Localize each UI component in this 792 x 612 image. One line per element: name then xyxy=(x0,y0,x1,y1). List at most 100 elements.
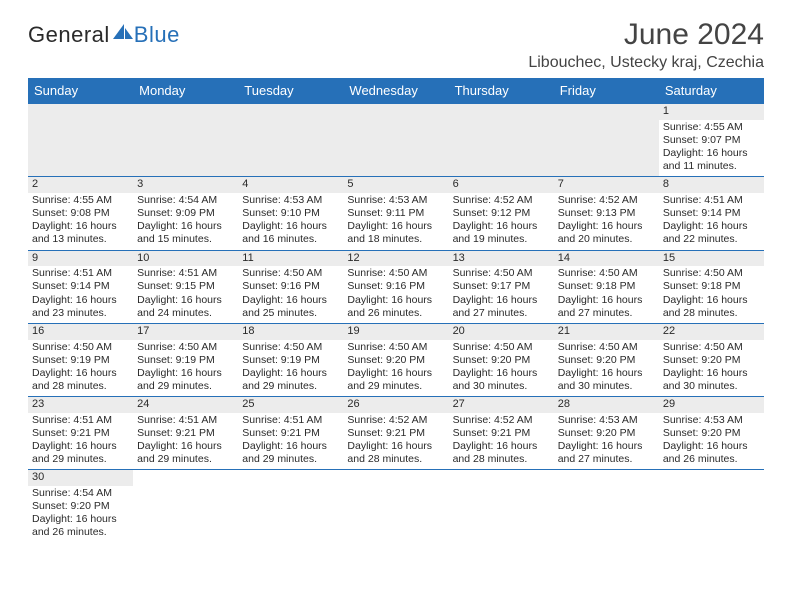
calendar-day: 11Sunrise: 4:50 AMSunset: 9:16 PMDayligh… xyxy=(238,250,343,323)
calendar-day: 3Sunrise: 4:54 AMSunset: 9:09 PMDaylight… xyxy=(133,177,238,250)
daylight-text: Daylight: 16 hours xyxy=(347,440,444,453)
daylight-text: and 30 minutes. xyxy=(663,380,760,393)
sunset-text: Sunset: 9:21 PM xyxy=(347,427,444,440)
calendar-day: 28Sunrise: 4:53 AMSunset: 9:20 PMDayligh… xyxy=(554,397,659,470)
day-number: 12 xyxy=(343,251,448,267)
daylight-text: and 13 minutes. xyxy=(32,233,129,246)
calendar-head: SundayMondayTuesdayWednesdayThursdayFrid… xyxy=(28,78,764,104)
daylight-text: Daylight: 16 hours xyxy=(242,294,339,307)
daylight-text: Daylight: 16 hours xyxy=(663,220,760,233)
sunrise-text: Sunrise: 4:50 AM xyxy=(137,341,234,354)
day-number: 25 xyxy=(238,397,343,413)
day-number: 10 xyxy=(133,251,238,267)
daylight-text: Daylight: 16 hours xyxy=(558,220,655,233)
day-number: 9 xyxy=(28,251,133,267)
calendar-week: 2Sunrise: 4:55 AMSunset: 9:08 PMDaylight… xyxy=(28,177,764,250)
calendar-day: 8Sunrise: 4:51 AMSunset: 9:14 PMDaylight… xyxy=(659,177,764,250)
day-number: 16 xyxy=(28,324,133,340)
calendar-day: 12Sunrise: 4:50 AMSunset: 9:16 PMDayligh… xyxy=(343,250,448,323)
day-header: Friday xyxy=(554,78,659,104)
daylight-text: Daylight: 16 hours xyxy=(137,220,234,233)
sunrise-text: Sunrise: 4:50 AM xyxy=(558,267,655,280)
calendar-empty xyxy=(554,470,659,543)
daylight-text: Daylight: 16 hours xyxy=(663,440,760,453)
sunrise-text: Sunrise: 4:52 AM xyxy=(558,194,655,207)
daylight-text: Daylight: 16 hours xyxy=(558,294,655,307)
day-header: Saturday xyxy=(659,78,764,104)
calendar-day: 6Sunrise: 4:52 AMSunset: 9:12 PMDaylight… xyxy=(449,177,554,250)
sunrise-text: Sunrise: 4:51 AM xyxy=(137,267,234,280)
logo-text-general: General xyxy=(28,22,110,48)
daylight-text: and 27 minutes. xyxy=(453,307,550,320)
daylight-text: and 16 minutes. xyxy=(242,233,339,246)
day-number: 30 xyxy=(28,470,133,486)
daylight-text: and 30 minutes. xyxy=(558,380,655,393)
calendar-empty xyxy=(133,104,238,177)
daylight-text: and 29 minutes. xyxy=(242,380,339,393)
sunset-text: Sunset: 9:19 PM xyxy=(32,354,129,367)
sunrise-text: Sunrise: 4:51 AM xyxy=(32,414,129,427)
daylight-text: Daylight: 16 hours xyxy=(663,294,760,307)
daylight-text: Daylight: 16 hours xyxy=(453,294,550,307)
daylight-text: Daylight: 16 hours xyxy=(242,220,339,233)
sunrise-text: Sunrise: 4:55 AM xyxy=(32,194,129,207)
day-number: 20 xyxy=(449,324,554,340)
daylight-text: Daylight: 16 hours xyxy=(242,367,339,380)
calendar-week: 30Sunrise: 4:54 AMSunset: 9:20 PMDayligh… xyxy=(28,470,764,543)
daylight-text: and 22 minutes. xyxy=(663,233,760,246)
daylight-text: Daylight: 16 hours xyxy=(453,440,550,453)
sunset-text: Sunset: 9:21 PM xyxy=(32,427,129,440)
sunset-text: Sunset: 9:21 PM xyxy=(137,427,234,440)
day-number: 18 xyxy=(238,324,343,340)
header: General Blue June 2024 Libouchec, Usteck… xyxy=(28,18,764,72)
calendar-day: 23Sunrise: 4:51 AMSunset: 9:21 PMDayligh… xyxy=(28,397,133,470)
calendar-empty xyxy=(554,104,659,177)
calendar-day: 13Sunrise: 4:50 AMSunset: 9:17 PMDayligh… xyxy=(449,250,554,323)
daylight-text: Daylight: 16 hours xyxy=(32,440,129,453)
calendar-week: 16Sunrise: 4:50 AMSunset: 9:19 PMDayligh… xyxy=(28,323,764,396)
day-number: 3 xyxy=(133,177,238,193)
day-number: 6 xyxy=(449,177,554,193)
daylight-text: Daylight: 16 hours xyxy=(137,367,234,380)
sunset-text: Sunset: 9:18 PM xyxy=(558,280,655,293)
day-number: 1 xyxy=(659,104,764,120)
title-block: June 2024 Libouchec, Ustecky kraj, Czech… xyxy=(528,18,764,72)
sunrise-text: Sunrise: 4:50 AM xyxy=(347,341,444,354)
sunrise-text: Sunrise: 4:50 AM xyxy=(663,341,760,354)
calendar-empty xyxy=(343,470,448,543)
sunset-text: Sunset: 9:13 PM xyxy=(558,207,655,220)
calendar-day: 1Sunrise: 4:55 AMSunset: 9:07 PMDaylight… xyxy=(659,104,764,177)
sunset-text: Sunset: 9:12 PM xyxy=(453,207,550,220)
sunrise-text: Sunrise: 4:53 AM xyxy=(663,414,760,427)
sunset-text: Sunset: 9:19 PM xyxy=(137,354,234,367)
day-number: 22 xyxy=(659,324,764,340)
sunrise-text: Sunrise: 4:52 AM xyxy=(453,194,550,207)
daylight-text: Daylight: 16 hours xyxy=(663,147,760,160)
sunrise-text: Sunrise: 4:50 AM xyxy=(663,267,760,280)
calendar-empty xyxy=(238,470,343,543)
calendar-empty xyxy=(28,104,133,177)
daylight-text: and 28 minutes. xyxy=(453,453,550,466)
day-number: 19 xyxy=(343,324,448,340)
calendar-body: 1Sunrise: 4:55 AMSunset: 9:07 PMDaylight… xyxy=(28,104,764,543)
sunrise-text: Sunrise: 4:51 AM xyxy=(137,414,234,427)
sunrise-text: Sunrise: 4:53 AM xyxy=(558,414,655,427)
calendar-day: 24Sunrise: 4:51 AMSunset: 9:21 PMDayligh… xyxy=(133,397,238,470)
calendar-day: 29Sunrise: 4:53 AMSunset: 9:20 PMDayligh… xyxy=(659,397,764,470)
sunrise-text: Sunrise: 4:50 AM xyxy=(347,267,444,280)
daylight-text: and 26 minutes. xyxy=(663,453,760,466)
calendar-week: 23Sunrise: 4:51 AMSunset: 9:21 PMDayligh… xyxy=(28,397,764,470)
sunrise-text: Sunrise: 4:51 AM xyxy=(242,414,339,427)
location: Libouchec, Ustecky kraj, Czechia xyxy=(528,54,764,72)
daylight-text: and 28 minutes. xyxy=(32,380,129,393)
sunset-text: Sunset: 9:11 PM xyxy=(347,207,444,220)
sunset-text: Sunset: 9:07 PM xyxy=(663,134,760,147)
daylight-text: Daylight: 16 hours xyxy=(32,513,129,526)
daylight-text: and 11 minutes. xyxy=(663,160,760,173)
day-header: Tuesday xyxy=(238,78,343,104)
day-number: 28 xyxy=(554,397,659,413)
calendar-day: 30Sunrise: 4:54 AMSunset: 9:20 PMDayligh… xyxy=(28,470,133,543)
sunrise-text: Sunrise: 4:50 AM xyxy=(242,267,339,280)
sunset-text: Sunset: 9:20 PM xyxy=(558,427,655,440)
sunset-text: Sunset: 9:08 PM xyxy=(32,207,129,220)
